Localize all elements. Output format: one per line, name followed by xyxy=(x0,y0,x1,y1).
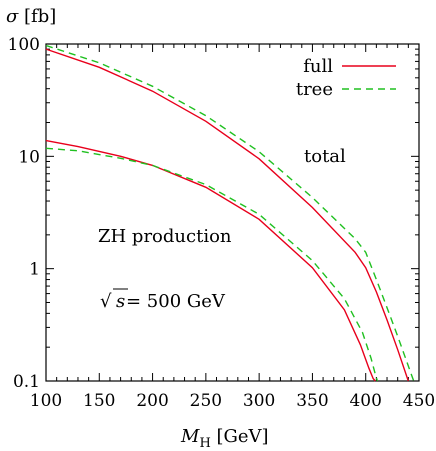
zh-full-curve xyxy=(45,139,376,382)
annotation-energy: √ s = 500 GeV xyxy=(100,288,226,312)
y-axis-label-symbol: σ xyxy=(6,6,19,27)
y-tick-label: 10 xyxy=(18,147,40,167)
x-tick-label: 200 xyxy=(136,391,168,411)
annotation-process: ZH production xyxy=(98,226,232,247)
legend-label-tree: tree xyxy=(296,79,333,100)
annotation-total: total xyxy=(304,146,346,167)
y-tick-label: 1 xyxy=(29,260,40,280)
zh-tree-curve xyxy=(45,147,379,382)
axis-tick-labels: 100 150 200 250 300 350 400 450 0.1 1 10 100 xyxy=(8,35,436,411)
curves xyxy=(45,44,415,382)
plot-border xyxy=(45,43,420,382)
annotation-energy-sqrt: √ xyxy=(100,291,112,312)
x-tick-label: 300 xyxy=(243,391,275,411)
x-tick-label: 350 xyxy=(296,391,328,411)
x-tick-label: 400 xyxy=(349,391,381,411)
x-tick-label: 100 xyxy=(30,391,62,411)
y-tick-label: 100 xyxy=(8,35,40,55)
y-axis-label: σ [fb] xyxy=(6,6,56,27)
x-tick-label: 450 xyxy=(403,391,435,411)
annotation-energy-value: = 500 GeV xyxy=(126,291,226,312)
legend-label-full: full xyxy=(303,56,333,77)
plot-frame xyxy=(45,43,420,382)
legend: full tree xyxy=(296,56,396,100)
x-tick-label: 150 xyxy=(83,391,115,411)
axis-ticks xyxy=(45,43,420,382)
annotation-energy-s: s xyxy=(116,291,125,312)
x-axis-label-subscript: H xyxy=(199,436,210,451)
x-axis-label-symbol: M xyxy=(180,426,200,447)
total-full-curve xyxy=(45,48,409,382)
x-axis-label-unit: [GeV] xyxy=(211,426,269,447)
x-tick-label: 250 xyxy=(190,391,222,411)
y-axis-label-unit: [fb] xyxy=(18,6,56,27)
y-tick-label: 0.1 xyxy=(13,372,40,392)
x-axis-label: MH [GeV] xyxy=(180,426,269,451)
total-tree-curve xyxy=(45,44,415,382)
